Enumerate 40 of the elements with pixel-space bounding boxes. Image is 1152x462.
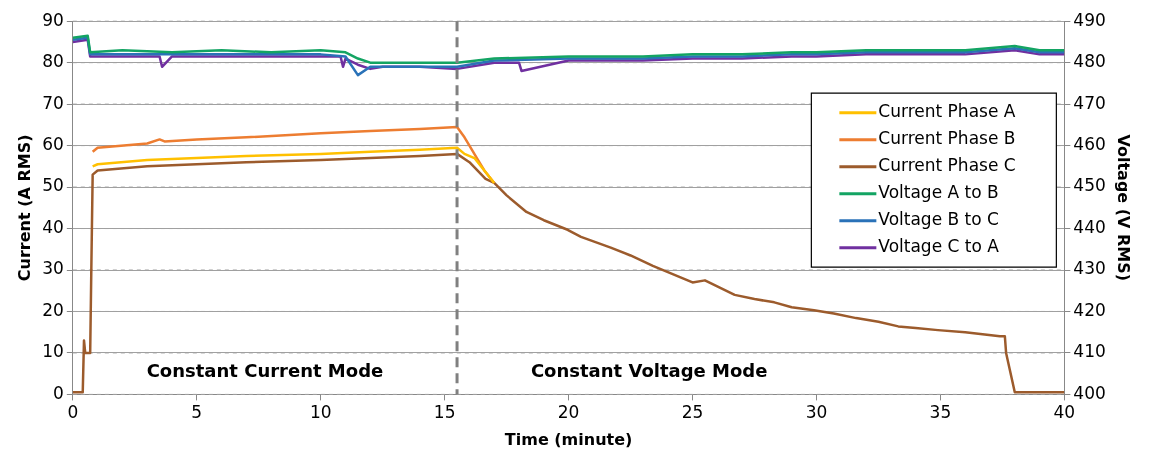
y2-tick-label: 480 bbox=[1073, 51, 1106, 72]
legend-label: Current Phase B bbox=[878, 128, 1016, 149]
y2-tick-label: 400 bbox=[1073, 382, 1106, 403]
y2-tick-label: 450 bbox=[1073, 175, 1106, 196]
y-tick-label: 50 bbox=[42, 175, 64, 196]
x-axis-title: Time (minute) bbox=[504, 429, 633, 449]
annotation: Constant Current Mode bbox=[146, 360, 384, 382]
y2-tick-label: 460 bbox=[1073, 134, 1106, 155]
y2-tick-label: 430 bbox=[1073, 258, 1106, 279]
y-axis-title: Current (A RMS) bbox=[14, 134, 34, 282]
y-tick-label: 70 bbox=[42, 92, 64, 113]
x-tick-label: 40 bbox=[1053, 402, 1076, 423]
legend-label: Voltage A to B bbox=[878, 182, 999, 203]
x-tick-label: 0 bbox=[67, 402, 79, 423]
x-tick-label: 5 bbox=[191, 402, 203, 423]
y2-axis-title: Voltage (V RMS) bbox=[1114, 134, 1134, 282]
y2-tick-label: 470 bbox=[1073, 92, 1106, 113]
x-tick-label: 25 bbox=[681, 402, 704, 423]
x-tick-label: 35 bbox=[929, 402, 952, 423]
x-tick-label: 15 bbox=[433, 402, 456, 423]
legend-label: Voltage C to A bbox=[878, 236, 1000, 257]
y-tick-label: 20 bbox=[42, 299, 64, 320]
y-tick-label: 60 bbox=[42, 134, 64, 155]
y-tick-label: 30 bbox=[42, 258, 64, 279]
y2-tick-label: 440 bbox=[1073, 216, 1106, 237]
x-tick-label: 30 bbox=[805, 402, 828, 423]
y-tick-label: 0 bbox=[53, 382, 64, 403]
y-tick-label: 80 bbox=[42, 51, 64, 72]
y-tick-label: 90 bbox=[42, 9, 64, 30]
annotation: Constant Voltage Mode bbox=[530, 360, 768, 382]
legend-label: Current Phase A bbox=[878, 101, 1016, 122]
x-tick-label: 20 bbox=[557, 402, 580, 423]
legend-label: Voltage B to C bbox=[878, 209, 999, 230]
legend-label: Current Phase C bbox=[878, 155, 1016, 176]
x-tick-label: 10 bbox=[309, 402, 332, 423]
y2-tick-label: 420 bbox=[1073, 299, 1106, 320]
y2-tick-label: 490 bbox=[1073, 9, 1106, 30]
y2-tick-label: 410 bbox=[1073, 341, 1106, 362]
y-tick-label: 40 bbox=[42, 216, 64, 237]
y-tick-label: 10 bbox=[42, 341, 64, 362]
